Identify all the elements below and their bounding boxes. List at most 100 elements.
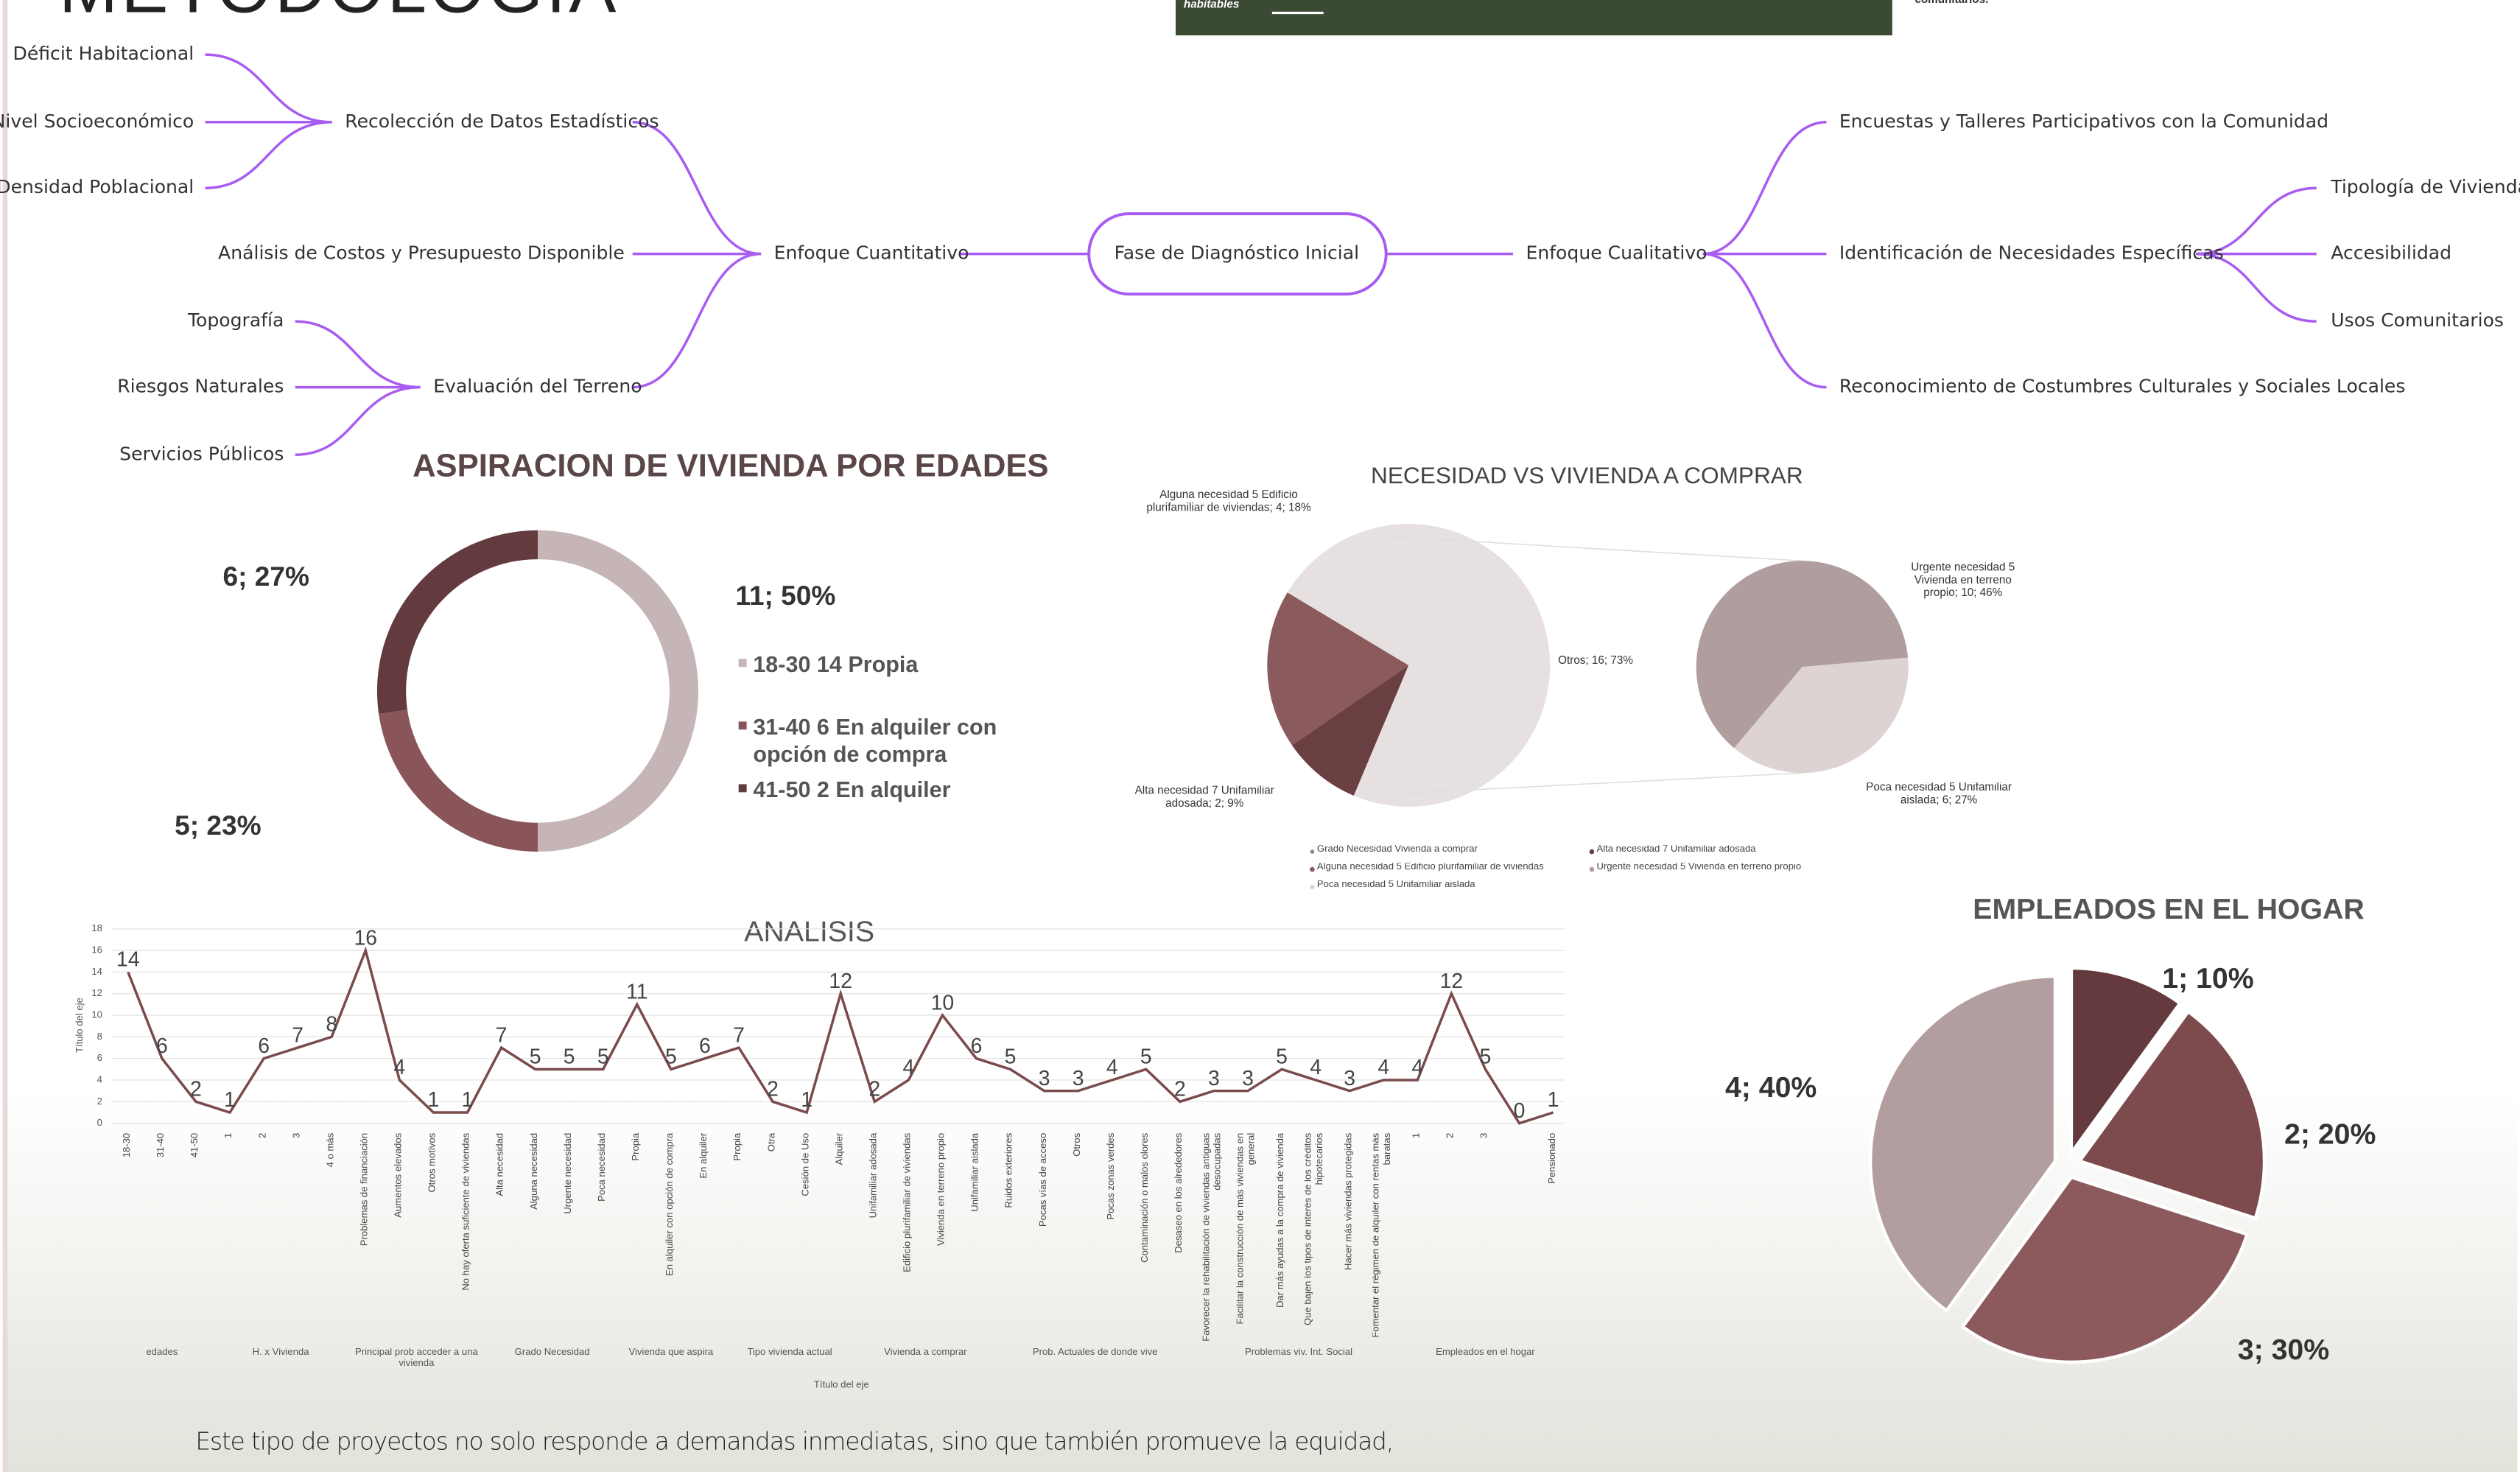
pie-slice: [377, 530, 538, 714]
data-label: 2: [190, 1078, 202, 1101]
footer-text: Este tipo de proyectos no solo responde …: [195, 1428, 1393, 1456]
x-tick-label: Edificio plurifamiliar de viviendas: [897, 1133, 920, 1342]
data-label: 5: [597, 1045, 609, 1069]
x-tick-label-box: Fomentar el régimen de alquiler con rent…: [1372, 1133, 1395, 1342]
poster: METODOLOGIA habitables comunitarios. Fas…: [0, 0, 2520, 1472]
group-label-box: Prob. Actuales de donde vive: [1023, 1348, 1168, 1381]
x-tick-label: 4 o más: [320, 1133, 343, 1342]
data-label: 5: [564, 1045, 575, 1069]
x-tick-label-box: Pocas zonas verdes: [1101, 1133, 1123, 1342]
group-label: Vivienda a comprar: [853, 1348, 997, 1359]
node-label: Nivel Socioeconómico: [0, 111, 194, 132]
node-label: Evaluación del Terreno: [433, 376, 642, 397]
data-label: 5; 23%: [175, 810, 261, 841]
data-label: 4: [902, 1056, 914, 1079]
group-label-box: Empleados en el hogar: [1413, 1348, 1557, 1381]
data-label: 3: [1344, 1067, 1355, 1090]
data-label: Poca necesidad 5 Unifamiliar aislada; 6;…: [1850, 782, 2027, 808]
data-label: 11: [626, 981, 647, 1004]
x-tick-label-box: 41-50: [185, 1133, 208, 1342]
group-label-box: Problemas viv. Int. Social: [1226, 1348, 1371, 1381]
y-tick-label: 8: [97, 1031, 102, 1042]
legend-entry: Urgente necesidad 5 Vivienda en terreno …: [1596, 863, 1878, 872]
data-label: 6: [699, 1034, 711, 1058]
x-tick-label: Otros motivos: [422, 1133, 445, 1342]
legend-entry-box: Alta necesidad 7 Unifamiliar adosada: [1596, 845, 1878, 861]
y-axis-title: Título del eje: [74, 998, 85, 1053]
node-label: Riesgos Naturales: [117, 376, 284, 397]
x-tick-label: Facilitar la construcción de más viviend…: [1237, 1133, 1260, 1342]
y-tick-label: 10: [91, 1009, 102, 1020]
x-tick-label-box: 3: [1474, 1133, 1497, 1342]
x-tick-label: Urgente necesidad: [558, 1133, 580, 1342]
x-tick-label-box: Alta necesidad: [490, 1133, 513, 1342]
x-tick-label-box: 2: [1440, 1133, 1463, 1342]
data-label: 2: [767, 1078, 779, 1101]
x-tick-label-box: 18-30: [117, 1133, 140, 1342]
node-label: Análisis de Costos y Presupuesto Disponi…: [218, 242, 625, 264]
x-tick-label-box: 31-40: [151, 1133, 174, 1342]
data-label: 3; 30%: [2238, 1333, 2329, 1366]
x-tick-label-box: En alquiler: [694, 1133, 717, 1342]
y-tick-label: 18: [91, 922, 102, 933]
x-tick-label: Propia: [626, 1133, 649, 1342]
data-label-box: Otros; 16; 73%: [1558, 656, 1686, 704]
group-label: Tipo vivienda actual: [717, 1348, 862, 1359]
x-tick-label: 1: [1406, 1133, 1429, 1342]
x-tick-label: No hay oferta suficiente de viviendas: [456, 1133, 479, 1342]
x-tick-label-box: Poca necesidad: [592, 1133, 614, 1342]
legend-bullet: [1590, 849, 1595, 855]
legend-swatch: [739, 784, 747, 792]
connector: [295, 321, 421, 455]
x-tick-label: 31-40: [151, 1133, 174, 1342]
x-tick-label: 1: [219, 1133, 242, 1342]
data-label: 0: [1514, 1099, 1526, 1123]
x-tick-label-box: Pensionado: [1542, 1133, 1565, 1342]
x-tick-label: 3: [287, 1133, 309, 1342]
data-label: 7: [496, 1023, 508, 1047]
legend-entry: Alguna necesidad 5 Edificio plurifamilia…: [1317, 863, 1598, 872]
data-label: 2; 20%: [2284, 1118, 2376, 1150]
data-label: 4; 40%: [1725, 1071, 1817, 1104]
y-tick-label: 14: [91, 966, 102, 977]
data-label: 12: [829, 970, 852, 993]
x-tick-label: Alguna necesidad: [524, 1133, 547, 1342]
legend-bullet: [1310, 867, 1315, 872]
x-tick-label-box: 2: [253, 1133, 275, 1342]
y-tick-label: 2: [97, 1096, 102, 1107]
pie-slice: [538, 530, 698, 852]
x-tick-label-box: Otros motivos: [422, 1133, 445, 1342]
data-label: Urgente necesidad 5 Vivienda en terreno …: [1899, 562, 2027, 600]
x-tick-label: Propia: [728, 1133, 751, 1342]
x-tick-label-box: Vivienda en terreno propio: [931, 1133, 954, 1342]
data-label: 5: [1480, 1045, 1492, 1069]
node-label: Encuestas y Talleres Participativos con …: [1839, 111, 2328, 132]
connector: [206, 55, 332, 188]
x-tick-label: 3: [1474, 1133, 1497, 1342]
data-label: 6: [156, 1034, 168, 1058]
edge: [3, 0, 8, 1472]
x-tick-label-box: Hacer más viviendas protegidas: [1338, 1133, 1361, 1342]
node-label: Fase de Diagnóstico Inicial: [1115, 242, 1359, 264]
data-label-box: Alguna necesidad 5 Edificio plurifamilia…: [1143, 490, 1313, 538]
x-tick-label: Otros: [1067, 1133, 1089, 1342]
data-label: 5: [665, 1045, 677, 1069]
chart-title: EMPLEADOS EN EL HOGAR: [1973, 893, 2364, 925]
x-tick-label: 18-30: [117, 1133, 140, 1342]
data-label: 5: [530, 1045, 541, 1069]
group-label: Problemas viv. Int. Social: [1226, 1348, 1371, 1359]
x-tick-label-box: Alguna necesidad: [524, 1133, 547, 1342]
x-tick-label-box: 1: [219, 1133, 242, 1342]
x-tick-label-box: Alquiler: [829, 1133, 852, 1342]
y-tick-label: 0: [97, 1117, 102, 1128]
x-tick-label: 41-50: [185, 1133, 208, 1342]
x-tick-label-box: Desaseo en los alrededores: [1169, 1133, 1192, 1342]
legend-entry-box: 41-50 2 En alquiler: [753, 777, 1042, 841]
x-tick-label-box: Que bajen los tipos de interés de los cr…: [1305, 1133, 1327, 1342]
legend-swatch: [739, 659, 747, 667]
legend-title: Grado Necesidad Vivienda a comprar: [1317, 845, 1590, 855]
y-tick-label: 6: [97, 1052, 102, 1063]
chart-title: ANALISIS: [744, 916, 874, 948]
node-label: Déficit Habitacional: [13, 43, 194, 64]
data-label: 3: [1242, 1067, 1254, 1090]
